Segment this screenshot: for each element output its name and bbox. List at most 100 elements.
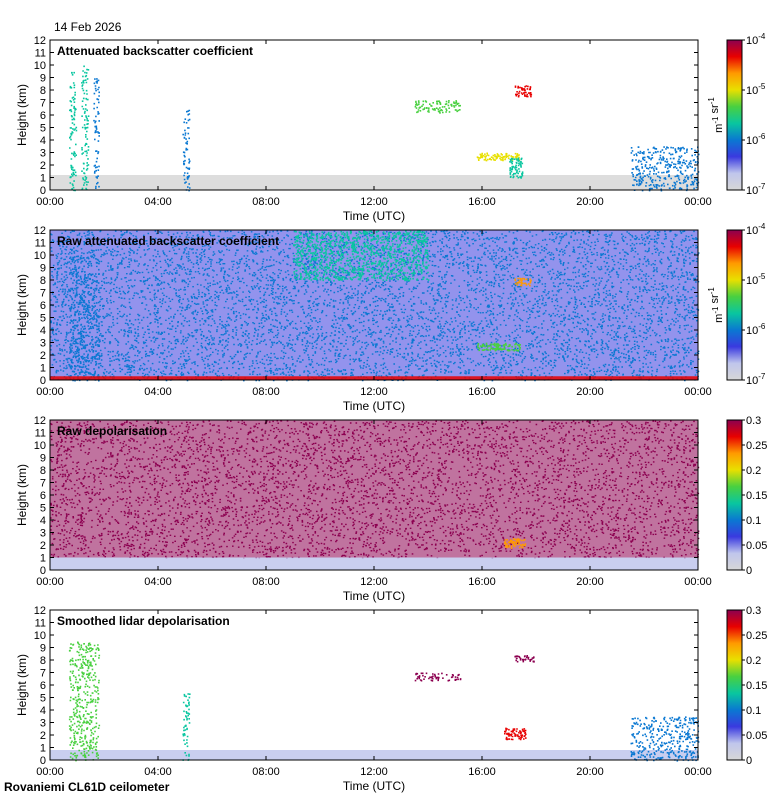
x-tick-label: 00:00 [36,766,64,778]
x-tick-label: 00:00 [684,386,712,398]
y-tick-label: 10 [34,250,46,262]
heatmap-feature [93,78,100,189]
heatmap-feature [514,85,533,98]
heatmap-feature [50,175,698,190]
heatmap-feature [68,255,101,382]
x-tick-label: 20:00 [576,766,604,778]
y-tick-label: 2 [40,160,46,172]
date-label: 14 Feb 2026 [54,20,122,34]
y-tick-label: 7 [40,478,46,490]
colorbar-tick-label: 0.15 [746,680,767,692]
heatmap-cells [50,65,700,192]
x-tick-label: 12:00 [360,386,388,398]
y-tick-label: 8 [40,655,46,667]
y-tick-label: 3 [40,718,46,730]
heatmap-feature [514,277,532,287]
x-tick-label: 04:00 [144,196,172,208]
y-tick-label: 11 [35,48,46,60]
colorbar [726,229,743,381]
panel-title: Attenuated backscatter coefficient [57,44,253,58]
heatmap-feature [477,342,521,352]
y-tick-label: 11 [35,428,46,440]
y-tick-label: 11 [35,618,46,630]
y-tick-label: 3 [40,148,46,160]
colorbar-tick-label: 10-5 [746,272,766,287]
colorbar-tick-label: 0.25 [746,440,767,452]
y-tick-label: 3 [40,528,46,540]
x-tick-label: 00:00 [36,576,64,588]
heatmap-cells [50,230,700,382]
colorbar-tick-label: 0.3 [746,605,761,617]
y-tick-label: 12 [34,35,46,47]
y-tick-label: 5 [40,313,46,325]
y-tick-label: 2 [40,730,46,742]
colorbar-tick-label: 10-4 [746,222,766,237]
y-tick-label: 9 [40,643,46,655]
x-tick-label: 08:00 [252,766,280,778]
colorbar-tick-label: 0.15 [746,490,767,502]
heatmap-feature [504,727,527,741]
x-tick-label: 08:00 [252,196,280,208]
y-tick-label: 10 [34,60,46,72]
x-tick-label: 12:00 [360,196,388,208]
x-tick-label: 20:00 [576,386,604,398]
y-tick-label: 6 [40,680,46,692]
y-tick-label: 7 [40,98,46,110]
x-tick-label: 00:00 [684,766,712,778]
x-tick-label: 04:00 [144,766,172,778]
colorbar-tick-label: 0 [746,565,752,577]
colorbar [726,39,743,191]
y-axis-label: Height (km) [15,654,29,716]
heatmap-feature [476,152,521,162]
heatmap-cells [50,420,700,570]
heatmap-feature [514,655,535,663]
y-tick-label: 0 [40,375,46,387]
y-tick-label: 9 [40,263,46,275]
colorbar-tick-label: 0.25 [746,630,767,642]
x-tick-label: 20:00 [576,196,604,208]
y-tick-label: 10 [34,630,46,642]
x-axis-label: Time (UTC) [343,209,405,223]
colorbar-tick-label: 0.1 [746,515,761,527]
y-tick-label: 0 [40,565,46,577]
x-tick-label: 16:00 [468,766,496,778]
y-tick-label: 5 [40,693,46,705]
x-tick-label: 12:00 [360,576,388,588]
y-tick-label: 0 [40,755,46,767]
y-tick-label: 8 [40,465,46,477]
y-tick-label: 3 [40,338,46,350]
heatmap-feature [630,716,700,762]
x-tick-label: 00:00 [684,576,712,588]
heatmap-feature [414,100,461,114]
y-tick-label: 11 [35,238,46,250]
y-tick-label: 9 [40,453,46,465]
heatmap-feature [182,109,191,192]
y-tick-label: 4 [40,325,46,337]
heatmap-cells [50,641,700,762]
y-tick-label: 6 [40,490,46,502]
y-tick-label: 4 [40,515,46,527]
y-tick-label: 12 [34,415,46,427]
heatmap-feature [50,557,698,570]
x-axis-label: Time (UTC) [343,399,405,413]
panel-3: Raw depolarisation0123456789101112Height… [15,415,767,603]
y-tick-label: 1 [40,553,46,565]
y-axis-label: Height (km) [15,464,29,526]
y-axis-label: Height (km) [15,84,29,146]
panel-4: Smoothed lidar depolarisation01234567891… [15,605,767,793]
heatmap-feature [81,65,90,191]
y-tick-label: 8 [40,275,46,287]
x-tick-label: 08:00 [252,576,280,588]
x-axis-label: Time (UTC) [343,589,405,603]
colorbar-label: m-1 sr-1 [707,287,725,323]
y-tick-label: 12 [34,605,46,617]
colorbar-tick-label: 0.05 [746,730,767,742]
colorbar-tick-label: 0.1 [746,705,761,717]
x-tick-label: 00:00 [684,196,712,208]
y-tick-label: 7 [40,668,46,680]
heatmap-feature [504,538,527,549]
x-tick-label: 16:00 [468,196,496,208]
colorbar-tick-label: 10-7 [746,182,766,197]
colorbar-tick-label: 10-5 [746,82,766,97]
